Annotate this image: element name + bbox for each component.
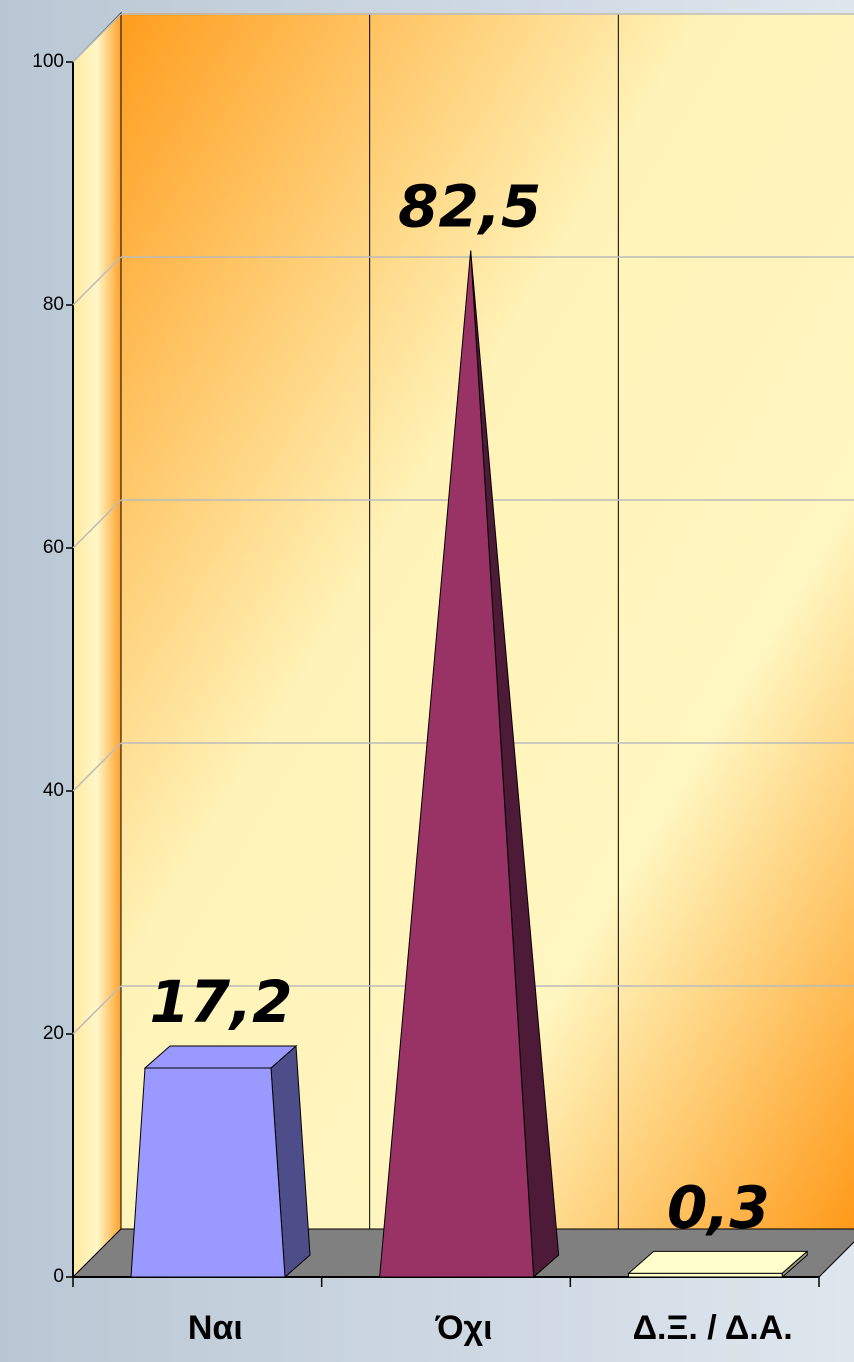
x-tick-label: Ναι [188, 1309, 243, 1347]
value-label: 17,2 [149, 968, 292, 1036]
bar-top [143, 1045, 298, 1069]
y-tick-label: 60 [43, 537, 64, 558]
y-tick-label: 40 [43, 780, 64, 801]
y-tick-label: 20 [43, 1023, 64, 1044]
grid-line [72, 985, 122, 1035]
grid-line [72, 499, 122, 549]
grid-line [72, 742, 122, 792]
bar [130, 1044, 311, 1279]
y-tick-label: 0 [53, 1266, 64, 1287]
value-label: 0,3 [667, 1173, 770, 1241]
y-tick-label: 80 [43, 294, 64, 315]
grid-line [72, 13, 122, 63]
y-tick-label: 100 [32, 51, 64, 72]
bar-front [627, 1272, 783, 1278]
bar [379, 250, 560, 1279]
grid-line [72, 256, 122, 306]
bar-front [379, 250, 535, 1278]
x-tick-label: Όχι [434, 1309, 492, 1347]
bar-front [130, 1067, 286, 1278]
side-wall [72, 11, 122, 1279]
bar-top [627, 1250, 809, 1274]
bar [627, 1250, 809, 1279]
x-tick-label: Δ.Ξ. / Δ.Α. [633, 1309, 793, 1347]
value-label: 82,5 [398, 173, 541, 241]
